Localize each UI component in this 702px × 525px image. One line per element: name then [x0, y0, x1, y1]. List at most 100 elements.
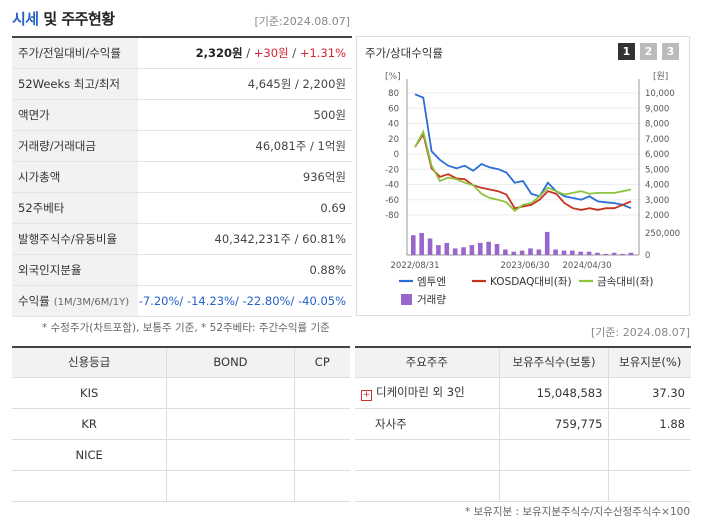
section-header: 시세 및 주주현황 [기준:2024.08.07]	[12, 8, 352, 32]
return-value: -40.05%	[298, 293, 346, 308]
holder-pct: 37.30	[608, 377, 691, 409]
section-title-holders: 및 주주현황	[38, 10, 115, 28]
chart-title: 주가/상대수익률	[365, 46, 443, 60]
holder-name-cell: 자사주	[355, 408, 500, 440]
volume-bar	[411, 235, 416, 255]
left-tick-label: 40	[388, 120, 399, 130]
right-tick-label: 10,000	[645, 89, 675, 99]
return-value: -14.23%	[186, 293, 235, 308]
volume-bar	[578, 251, 584, 255]
summary-value-text: 500원	[313, 107, 346, 122]
asof-date-2: [기준: 2024.08.07]	[590, 326, 690, 339]
return-value: -7.20%	[138, 293, 180, 308]
right-tick-label: 6,000	[645, 150, 669, 160]
volume-bar	[595, 252, 600, 255]
chart-page-button-1[interactable]: 1	[618, 43, 635, 60]
volume-bar	[477, 242, 483, 255]
separator: /	[179, 293, 187, 308]
credit-cell: NICE	[12, 439, 168, 471]
credit-cell	[166, 439, 295, 471]
holder-pct	[608, 439, 691, 471]
chart-page-button-2[interactable]: 2	[640, 43, 657, 60]
summary-label: 거래량/거래대금	[12, 130, 138, 162]
credit-header: 신용등급	[12, 347, 168, 378]
volume-bar	[436, 245, 441, 255]
table-row: 자사주 759,775 1.88	[355, 408, 691, 440]
left-axis-unit: [%]	[385, 72, 401, 82]
table-row: NICE	[12, 439, 350, 471]
summary-value-text: 46,081주 / 1억원	[255, 138, 346, 153]
volume-bar	[419, 233, 424, 255]
volume-bar	[452, 248, 458, 255]
right-tick-label: 9,000	[645, 104, 669, 114]
summary-table: 주가/전일대비/수익률 2,320원 / +30원 / +1.31% 52Weeks…	[12, 36, 352, 317]
legend-label: 엠투엔	[417, 276, 446, 288]
credit-cell	[294, 408, 350, 440]
separator: /	[242, 45, 254, 60]
table-row: + 디케이마린 외 3인 15,048,583 37.30	[355, 377, 691, 409]
summary-label: 외국인지분율	[12, 254, 138, 286]
volume-bar	[603, 253, 609, 255]
volume-bar	[444, 242, 450, 255]
price-chart: [%] [원] 80 10,000 60 9,000 40 8,000 20 7,000 0 6,00…	[385, 71, 680, 306]
summary-value: 40,342,231주 / 60.81%	[138, 223, 352, 255]
right-tick-label: 4,000	[645, 181, 669, 191]
legend-label: 거래량	[417, 294, 446, 306]
volume-bar	[553, 249, 558, 255]
table-row: KIS	[12, 377, 350, 409]
holder-name: 디케이마린 외 3인	[376, 385, 465, 399]
current-price: 2,320원	[195, 45, 243, 60]
volume-bar	[494, 244, 500, 255]
summary-value: 0.88%	[138, 254, 352, 286]
table-row: KR	[12, 408, 350, 440]
legend-label: KOSDAQ대비(좌)	[490, 276, 572, 288]
right-tick-label: 8,000	[645, 120, 669, 130]
summary-label: 52Weeks 최고/최저	[12, 68, 138, 100]
holder-name-cell: + 디케이마린 외 3인	[355, 377, 500, 409]
volume-bar	[528, 248, 533, 255]
table-row	[355, 439, 691, 471]
volume-bar	[628, 252, 634, 255]
volume-bar	[611, 252, 617, 255]
holder-pct: 1.88	[608, 408, 691, 440]
separator: /	[234, 293, 243, 308]
volume-bar	[427, 238, 433, 255]
summary-value: 46,081주 / 1억원	[138, 130, 352, 162]
holders-header: 보유지분(%)	[608, 347, 691, 378]
credit-cell: KIS	[12, 377, 168, 409]
asof-date: [기준:2024.08.07]	[254, 15, 350, 28]
summary-label: 52주베타	[12, 192, 138, 224]
holder-shares: 15,048,583	[499, 377, 610, 409]
right-tick-label: 2,000	[645, 211, 669, 221]
summary-label-text: 52주베타	[18, 200, 65, 215]
volume-bar	[486, 241, 491, 255]
section-title-quote: 시세	[12, 10, 39, 28]
summary-label-sub: (1M/3M/6M/1Y)	[53, 296, 130, 308]
summary-row: 시가총액 936억원	[12, 161, 352, 193]
holder-shares: 759,775	[499, 408, 610, 440]
right-axis-unit: [원]	[653, 71, 668, 82]
summary-value-text: 4,645원 / 2,200원	[247, 76, 346, 91]
separator: /	[290, 293, 298, 308]
table-row	[12, 470, 350, 502]
summary-value: 500원	[138, 99, 352, 131]
summary-value-text: 0.88%	[309, 262, 346, 277]
chart-page-button-3[interactable]: 3	[662, 43, 679, 60]
summary-value-text: 40,342,231주 / 60.81%	[214, 231, 346, 246]
summary-value: 4,645원 / 2,200원	[138, 68, 352, 100]
expand-plus-icon[interactable]: +	[361, 390, 372, 401]
holder-name-cell	[355, 470, 500, 502]
summary-value-text: 0.69	[320, 200, 346, 215]
volume-bar	[561, 250, 567, 255]
summary-label-text: 시가총액	[18, 169, 61, 184]
table-row	[355, 470, 691, 502]
summary-row: 수익률 (1M/3M/6M/1Y) -7.20%/ -14.23%/ -22.80%…	[12, 285, 352, 317]
holder-pct	[608, 470, 691, 502]
summary-label-text: 주가/전일대비/수익률	[18, 45, 121, 60]
holders-header: 주요주주	[355, 347, 500, 378]
summary-row: 52주베타 0.69	[12, 192, 352, 224]
x-tick-label: 2022/08/31	[391, 261, 440, 271]
summary-label: 발행주식수/유동비율	[12, 223, 138, 255]
summary-label-text: 거래량/거래대금	[18, 138, 96, 153]
